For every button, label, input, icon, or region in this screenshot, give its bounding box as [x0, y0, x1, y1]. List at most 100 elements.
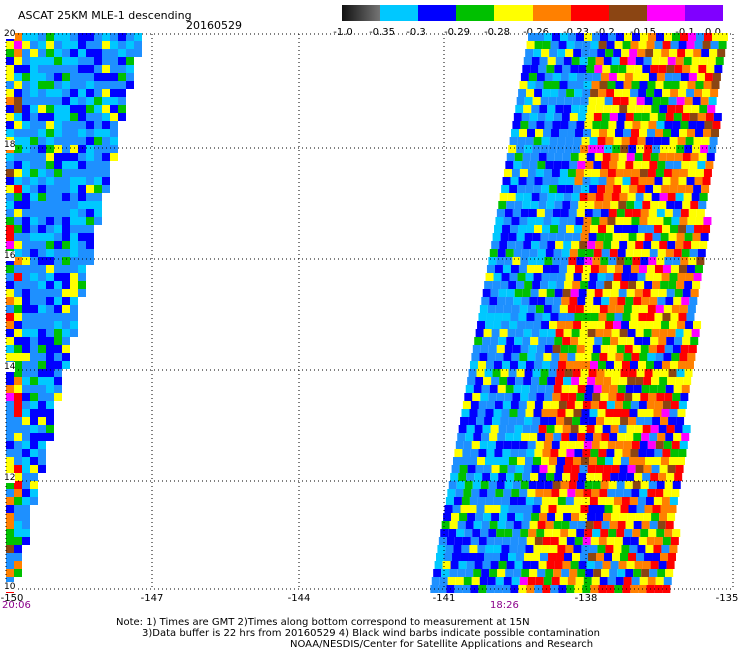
data-cell	[628, 281, 637, 289]
data-cell	[664, 529, 673, 537]
data-cell	[649, 569, 658, 577]
data-cell	[611, 513, 620, 521]
data-cell	[558, 177, 567, 185]
data-cell	[667, 241, 676, 249]
data-cell	[38, 273, 46, 281]
data-cell	[514, 289, 523, 297]
data-cell	[573, 49, 582, 57]
data-cell	[594, 473, 603, 481]
data-cell	[568, 393, 577, 401]
data-cell	[54, 305, 62, 313]
data-cell	[680, 209, 689, 217]
data-cell	[656, 209, 665, 217]
data-cell	[575, 129, 584, 137]
data-cell	[555, 329, 564, 337]
data-cell	[512, 393, 521, 401]
data-cell	[585, 113, 594, 121]
data-cell	[595, 193, 604, 201]
data-cell	[6, 233, 14, 241]
data-cell	[585, 161, 594, 169]
data-cell	[687, 217, 696, 225]
data-cell	[30, 281, 38, 289]
data-cell	[598, 449, 607, 457]
data-cell	[506, 337, 515, 345]
data-cell	[568, 121, 577, 129]
data-cell	[687, 81, 696, 89]
data-cell	[629, 185, 638, 193]
data-cell	[616, 257, 625, 265]
data-cell	[619, 193, 628, 201]
data-cell	[6, 481, 14, 489]
data-cell	[30, 465, 38, 473]
data-cell	[558, 401, 567, 409]
data-cell	[14, 505, 22, 513]
data-cell	[645, 185, 654, 193]
data-cell	[487, 441, 496, 449]
data-cell	[582, 41, 591, 49]
data-cell	[535, 81, 544, 89]
data-cell	[508, 505, 517, 513]
data-cell	[491, 377, 500, 385]
data-cell	[6, 121, 14, 129]
data-cell	[627, 105, 636, 113]
data-cell	[22, 121, 30, 129]
data-cell	[699, 105, 708, 113]
data-cell	[541, 49, 550, 57]
data-cell	[511, 129, 520, 137]
data-cell	[686, 265, 695, 273]
data-cell	[604, 417, 613, 425]
data-cell	[14, 449, 22, 457]
data-cell	[680, 257, 689, 265]
data-cell	[546, 201, 555, 209]
data-cell	[54, 65, 62, 73]
data-cell	[657, 433, 666, 441]
data-cell	[645, 409, 654, 417]
data-cell	[126, 73, 134, 81]
data-cell	[604, 553, 613, 561]
data-cell	[572, 417, 581, 425]
data-cell	[595, 465, 604, 473]
data-cell	[519, 217, 528, 225]
data-cell	[460, 553, 469, 561]
data-cell	[596, 281, 605, 289]
data-cell	[6, 561, 14, 569]
data-cell	[650, 153, 659, 161]
data-cell	[672, 121, 681, 129]
data-cell	[548, 553, 557, 561]
data-cell	[712, 33, 720, 41]
data-cell	[597, 497, 606, 505]
data-cell	[14, 545, 22, 553]
data-cell	[557, 545, 566, 553]
data-cell	[542, 401, 551, 409]
data-cell	[46, 169, 54, 177]
data-cell	[601, 161, 610, 169]
data-cell	[636, 417, 645, 425]
data-cell	[618, 473, 627, 481]
data-cell	[6, 489, 14, 497]
data-cell	[693, 49, 702, 57]
data-cell	[512, 481, 521, 489]
data-cell	[621, 545, 630, 553]
data-cell	[46, 97, 54, 105]
data-cell	[94, 169, 102, 177]
data-cell	[22, 169, 30, 177]
data-cell	[531, 329, 540, 337]
data-cell	[22, 57, 30, 65]
data-cell	[464, 481, 473, 489]
data-cell	[696, 73, 705, 81]
data-cell	[467, 513, 476, 521]
data-cell	[578, 65, 587, 73]
data-cell	[662, 41, 671, 49]
data-cell	[54, 209, 62, 217]
data-cell	[78, 177, 86, 185]
data-cell	[611, 193, 620, 201]
data-cell	[647, 489, 656, 497]
data-cell	[712, 121, 721, 129]
data-cell	[38, 297, 46, 305]
data-cell	[615, 353, 624, 361]
data-cell	[14, 513, 22, 521]
data-cell	[520, 529, 529, 537]
data-cell	[573, 185, 582, 193]
data-cell	[568, 481, 577, 489]
data-cell	[499, 377, 508, 385]
